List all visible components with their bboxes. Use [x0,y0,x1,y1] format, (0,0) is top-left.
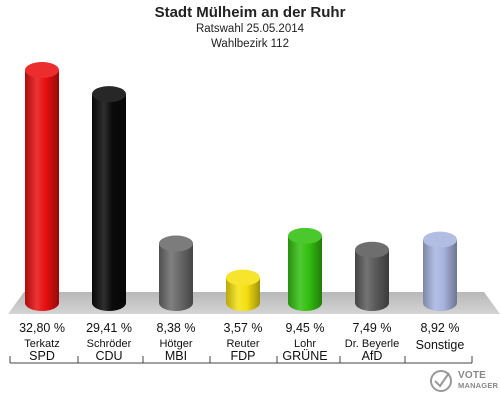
candidate-label: Dr. Beyerle [345,338,399,350]
logo-text-vote: VOTE [458,370,487,381]
value-label: 7,49 % [353,321,392,335]
bar-spd [25,70,59,311]
bar-top-fdp [226,269,260,286]
bar-top-grüne [288,227,322,244]
bar-group-cdu [92,86,126,311]
value-label: 3,57 % [224,321,263,335]
bar-group-fdp [226,269,260,311]
bar-top-spd [25,62,59,78]
bar-group-spd [25,62,59,311]
value-label: 29,41 % [86,321,132,335]
party-label: FDP [231,349,256,363]
vote-manager-logo-icon [430,370,452,392]
party-label: AfD [362,349,383,363]
bar-mbi [159,243,193,311]
party-label: CDU [95,349,122,363]
bar-sonstige [423,239,457,311]
candidate-label: Lohr [294,338,316,350]
bar-fdp [226,277,260,311]
value-label: 8,92 % [421,321,460,335]
value-label: 9,45 % [286,321,325,335]
candidate-label: Schröder [87,338,132,350]
party-label: GRÜNE [282,349,327,363]
party-label: Sonstige [416,338,465,352]
bar-group-sonstige [423,231,457,311]
label-area [9,356,473,364]
chart-subtitle-district: Wahlbezirk 112 [211,38,289,50]
value-label: 8,38 % [157,321,196,335]
bar-group-mbi [159,235,193,311]
party-label: SPD [29,349,55,363]
bar-cdu [92,94,126,311]
bar-afd [355,249,389,311]
value-label: 32,80 % [19,321,65,335]
candidate-label: Hötger [159,338,192,350]
bar-top-sonstige [423,231,457,248]
candidate-label: Reuter [226,338,259,350]
bar-grüne [288,235,322,311]
chart-title: Stadt Mülheim an der Ruhr [154,4,346,21]
bar-group-afd [355,241,389,311]
bar-top-cdu [92,86,126,103]
candidate-label: Terkatz [24,338,59,350]
logo-text-manager: MANAGER [458,381,499,390]
bar-group-grüne [288,227,322,311]
bar-top-afd [355,241,389,258]
party-label: MBI [165,349,187,363]
bar-top-mbi [159,235,193,252]
chart-subtitle: Ratswahl 25.05.2014 [195,23,305,35]
